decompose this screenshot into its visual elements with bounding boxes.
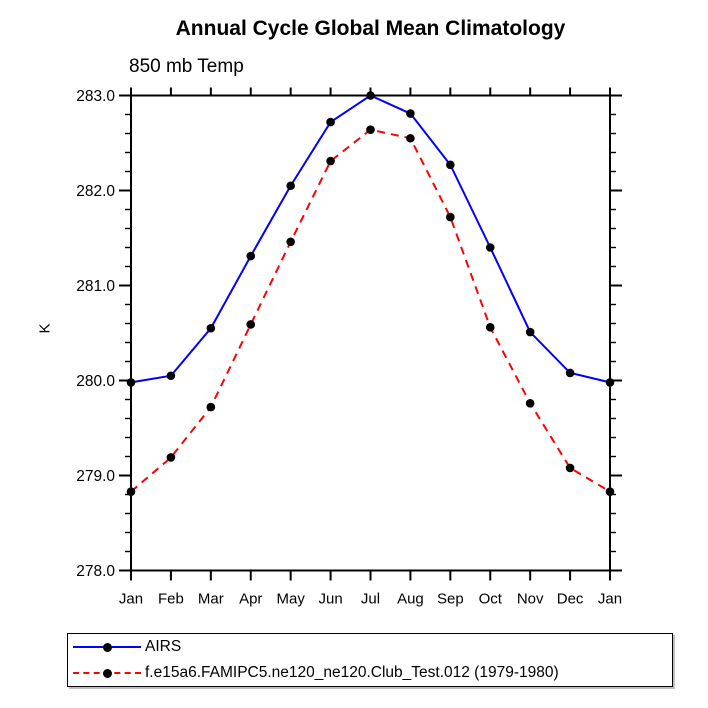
data-point-marker — [166, 453, 176, 462]
legend-label-airs: AIRS — [145, 638, 182, 655]
data-point-marker — [525, 399, 535, 408]
legend-label-model: f.e15a6.FAMIPC5.ne120_ne120.Club_Test.01… — [145, 664, 559, 681]
y-tick-label: 278.0 — [76, 563, 115, 580]
x-tick-label: Nov — [517, 591, 544, 608]
data-point-marker — [485, 323, 495, 332]
data-point-marker — [366, 125, 375, 134]
data-point-marker — [126, 487, 136, 496]
legend-marker-dot-icon — [103, 643, 112, 652]
y-tick-label: 281.0 — [76, 278, 115, 295]
y-tick-label: 283.0 — [76, 88, 115, 105]
data-point-marker — [366, 91, 375, 100]
x-tick-label: Aug — [397, 591, 424, 608]
legend: AIRS f.e15a6.FAMIPC5.ne120_ne120.Club_Te… — [67, 633, 673, 687]
data-point-marker — [565, 463, 575, 473]
series-line-1 — [130, 128, 611, 493]
legend-entry-airs: AIRS — [68, 634, 672, 660]
data-point-marker — [286, 181, 295, 191]
data-point-marker — [126, 378, 136, 387]
data-point-marker — [246, 320, 256, 329]
x-tick-label: Feb — [158, 591, 184, 608]
data-point-marker — [206, 402, 216, 412]
x-tick-label: May — [276, 591, 305, 608]
x-tick-label: Sep — [437, 591, 464, 608]
y-tick-label: 282.0 — [76, 183, 115, 200]
x-tick-label: Oct — [479, 591, 503, 608]
legend-sample-airs — [73, 642, 141, 652]
plot-frame — [130, 94, 611, 572]
legend-sample-model — [73, 668, 141, 678]
series-line-0 — [130, 94, 611, 384]
data-point-marker — [326, 117, 335, 127]
data-point-marker — [326, 156, 335, 166]
x-tick-label: Apr — [239, 591, 262, 608]
x-tick-label: Jan — [119, 591, 143, 608]
data-point-marker — [446, 160, 455, 170]
data-point-marker — [286, 237, 295, 247]
x-tick-label: Dec — [557, 591, 584, 608]
legend-entry-model: f.e15a6.FAMIPC5.ne120_ne120.Club_Test.01… — [68, 660, 672, 686]
data-point-marker — [605, 487, 615, 496]
data-point-marker — [166, 371, 176, 381]
data-point-marker — [406, 109, 415, 118]
legend-marker-dot-icon — [103, 669, 112, 678]
y-tick-label: 280.0 — [76, 373, 115, 390]
data-point-marker — [406, 133, 415, 143]
y-tick-label: 279.0 — [76, 468, 115, 485]
data-point-marker — [485, 243, 495, 252]
chart-title: Annual Cycle Global Mean Climatology — [175, 17, 566, 40]
data-point-marker — [246, 251, 256, 261]
data-point-marker — [525, 327, 535, 337]
x-tick-label: Jan — [598, 591, 622, 608]
data-point-marker — [605, 378, 615, 387]
data-point-marker — [446, 212, 455, 222]
data-point-marker — [565, 368, 575, 378]
x-tick-label: Mar — [198, 591, 224, 608]
x-tick-label: Jul — [361, 591, 380, 608]
x-tick-label: Jun — [318, 591, 342, 608]
data-point-marker — [206, 323, 216, 333]
chart-subtitle: 850 mb Temp — [129, 56, 244, 77]
